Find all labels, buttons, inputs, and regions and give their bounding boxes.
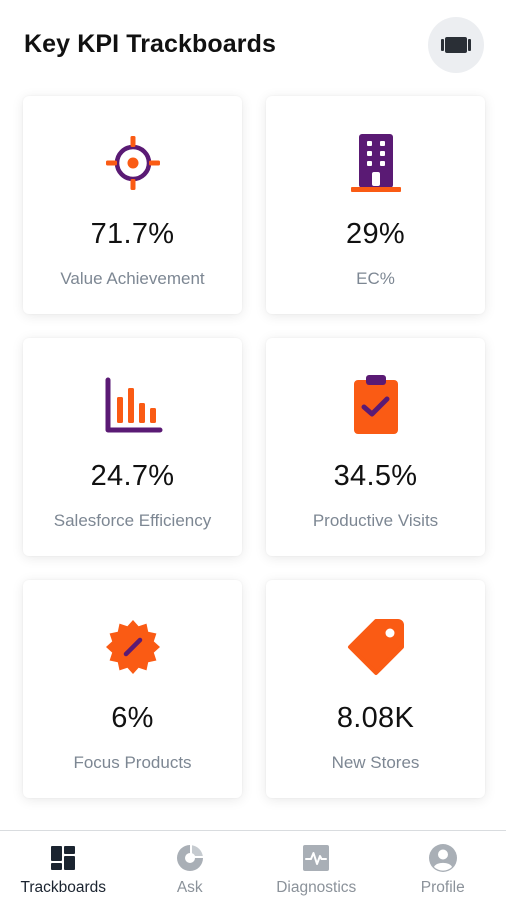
nav-label: Trackboards xyxy=(20,879,107,896)
nav-item-trackboards[interactable]: Trackboards xyxy=(0,831,127,900)
nav-label: Profile xyxy=(420,879,465,896)
kpi-card-productive-visits[interactable]: 34.5% Productive Visits xyxy=(266,338,485,556)
kpi-label: EC% xyxy=(356,269,395,288)
target-icon xyxy=(105,136,160,190)
price-tag-icon xyxy=(347,619,404,675)
kpi-card-focus-products[interactable]: 6% Focus Products xyxy=(23,580,242,798)
kpi-label: Focus Products xyxy=(73,753,192,772)
nav-item-profile[interactable]: Profile xyxy=(380,831,506,900)
kpi-card-new-stores[interactable]: 8.08K New Stores xyxy=(266,580,485,798)
film-strip-icon xyxy=(441,37,471,53)
kpi-value: 71.7% xyxy=(90,218,175,250)
kpi-value: 8.08K xyxy=(336,702,415,734)
kpi-label: Value Achievement xyxy=(60,269,205,288)
discount-badge-icon xyxy=(105,620,160,674)
bar-chart-icon xyxy=(105,377,162,433)
nav-item-diagnostics[interactable]: Diagnostics xyxy=(253,831,380,900)
kpi-grid: 71.7% Value Achievement 29% EC% xyxy=(23,96,485,798)
header-action-button[interactable] xyxy=(428,17,484,73)
nav-item-ask[interactable]: Ask xyxy=(127,831,254,900)
kpi-label: New Stores xyxy=(331,753,420,772)
dashboard-icon xyxy=(51,846,76,870)
kpi-label: Salesforce Efficiency xyxy=(53,511,212,530)
building-icon xyxy=(350,134,401,192)
kpi-card-ec[interactable]: 29% EC% xyxy=(266,96,485,314)
bottom-navigation: Trackboards Ask Diagnostics Profile xyxy=(0,830,506,900)
kpi-card-value-achievement[interactable]: 71.7% Value Achievement xyxy=(23,96,242,314)
ask-icon xyxy=(176,845,203,871)
kpi-value: 6% xyxy=(111,702,154,734)
nav-label: Diagnostics xyxy=(276,879,357,896)
profile-icon xyxy=(428,844,457,872)
page-title: Key KPI Trackboards xyxy=(24,30,277,58)
kpi-label: Productive Visits xyxy=(312,511,439,530)
clipboard-check-icon xyxy=(353,375,398,434)
kpi-value: 29% xyxy=(346,218,405,250)
kpi-value: 34.5% xyxy=(333,460,418,492)
kpi-value: 24.7% xyxy=(90,460,175,492)
app-header: Key KPI Trackboards xyxy=(0,0,506,92)
kpi-card-salesforce-efficiency[interactable]: 24.7% Salesforce Efficiency xyxy=(23,338,242,556)
nav-label: Ask xyxy=(176,879,203,896)
pulse-icon xyxy=(303,845,330,871)
